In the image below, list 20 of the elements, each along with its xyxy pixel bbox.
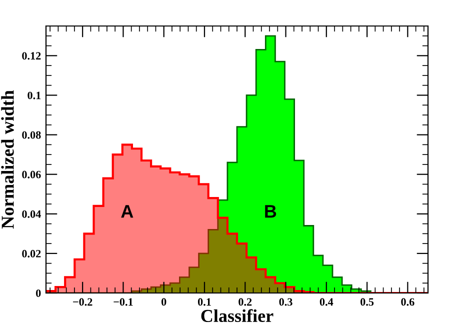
- x-tick-label: 0.3: [279, 298, 292, 306]
- x-tick-label: 0.6: [401, 298, 414, 306]
- y-tick-label: 0.12: [22, 52, 41, 60]
- y-tick-label: 0.1: [28, 92, 41, 100]
- x-tick-label: 0.5: [360, 298, 374, 306]
- x-tick-label: 0: [161, 298, 166, 306]
- x-tick-label: −0.1: [114, 298, 133, 306]
- series-label: A: [121, 205, 134, 218]
- y-tick-label: 0.04: [22, 210, 41, 218]
- y-tick-label: 0: [36, 289, 41, 297]
- y-tick-label: 0.02: [22, 250, 41, 258]
- series-label: B: [265, 205, 276, 218]
- y-axis-title: Normalized width: [1, 90, 14, 229]
- x-tick-label: 0.2: [238, 298, 252, 306]
- x-tick-label: −0.2: [73, 298, 92, 306]
- x-tick-label: 0.1: [198, 298, 211, 306]
- y-tick-label: 0.06: [22, 170, 41, 178]
- x-tick-label: 0.4: [320, 298, 334, 306]
- x-axis-title: Classifier: [201, 309, 274, 322]
- y-tick-label: 0.08: [22, 131, 41, 139]
